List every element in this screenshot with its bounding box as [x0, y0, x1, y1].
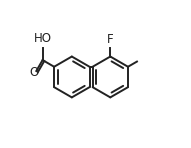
Text: F: F — [107, 33, 114, 46]
Text: O: O — [29, 66, 38, 79]
Text: HO: HO — [34, 32, 52, 45]
